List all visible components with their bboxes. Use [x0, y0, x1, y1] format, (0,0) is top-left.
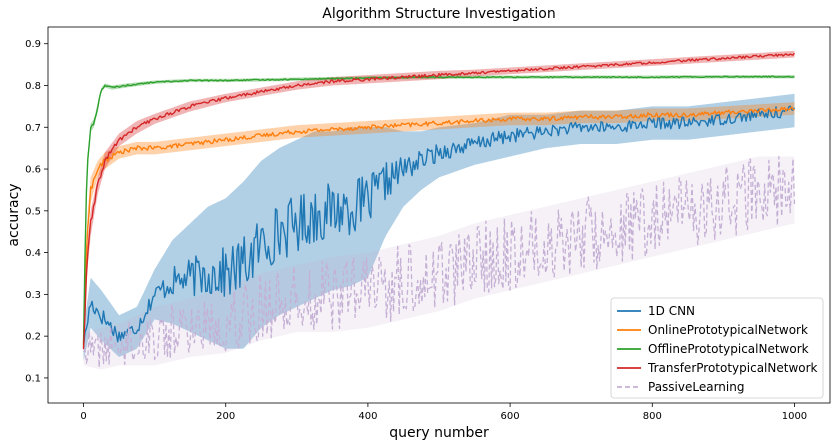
plot-frame	[47, 26, 831, 404]
legend-label-offlineprototypicalnetwork: OfflinePrototypicalNetwork	[648, 342, 809, 356]
x-tick-label: 200	[216, 411, 235, 422]
series-line-1d-cnn	[82, 105, 796, 348]
x-tick-label: 1000	[782, 411, 807, 422]
legend: 1D CNN OnlinePrototypicalNetwork OfflinePr…	[610, 297, 824, 399]
y-tick-label: 0.8	[25, 81, 41, 92]
series-line-transferprototypicalnetwork	[82, 52, 796, 350]
legend-label-passivelearning: PassiveLearning	[648, 380, 744, 394]
x-tick-label: 0	[80, 411, 86, 422]
series-line-onlineprototypicalnetwork	[82, 106, 795, 346]
band-passivelearning	[83, 156, 795, 370]
y-tick-label: 0.2	[25, 332, 41, 343]
y-tick-label: 0.5	[25, 206, 41, 217]
series-line-offlineprototypicalnetwork	[82, 75, 795, 346]
legend-label-onlineprototypicalnetwork: OnlinePrototypicalNetwork	[648, 323, 808, 337]
y-tick-label: 0.9	[25, 39, 41, 50]
legend-frame	[610, 297, 824, 399]
x-tick-label: 800	[643, 411, 662, 422]
y-tick-label: 0.1	[25, 373, 41, 384]
x-tick-label: 400	[358, 411, 377, 422]
x-axis-label: query number	[389, 425, 489, 441]
chart-title: Algorithm Structure Investigation	[322, 6, 555, 22]
y-tick-label: 0.3	[25, 290, 41, 301]
legend-label-1d-cnn: 1D CNN	[648, 304, 695, 318]
series-lines	[82, 52, 796, 368]
y-tick-label: 0.6	[25, 165, 41, 176]
y-tick-label: 0.7	[25, 123, 41, 134]
y-axis-ticks: 0.1 0.2 0.3 0.4 0.5 0.6 0.7 0.8 0.9	[25, 39, 48, 384]
x-tick-label: 600	[501, 411, 520, 422]
series-line-passivelearning	[82, 155, 796, 368]
y-axis-label: accuracy	[6, 183, 22, 246]
y-tick-label: 0.4	[25, 248, 41, 259]
x-axis-ticks: 0 200 400 600 800 1000	[80, 403, 807, 422]
legend-label-transferprototypicalnetwork: TransferPrototypicalNetwork	[647, 361, 818, 375]
